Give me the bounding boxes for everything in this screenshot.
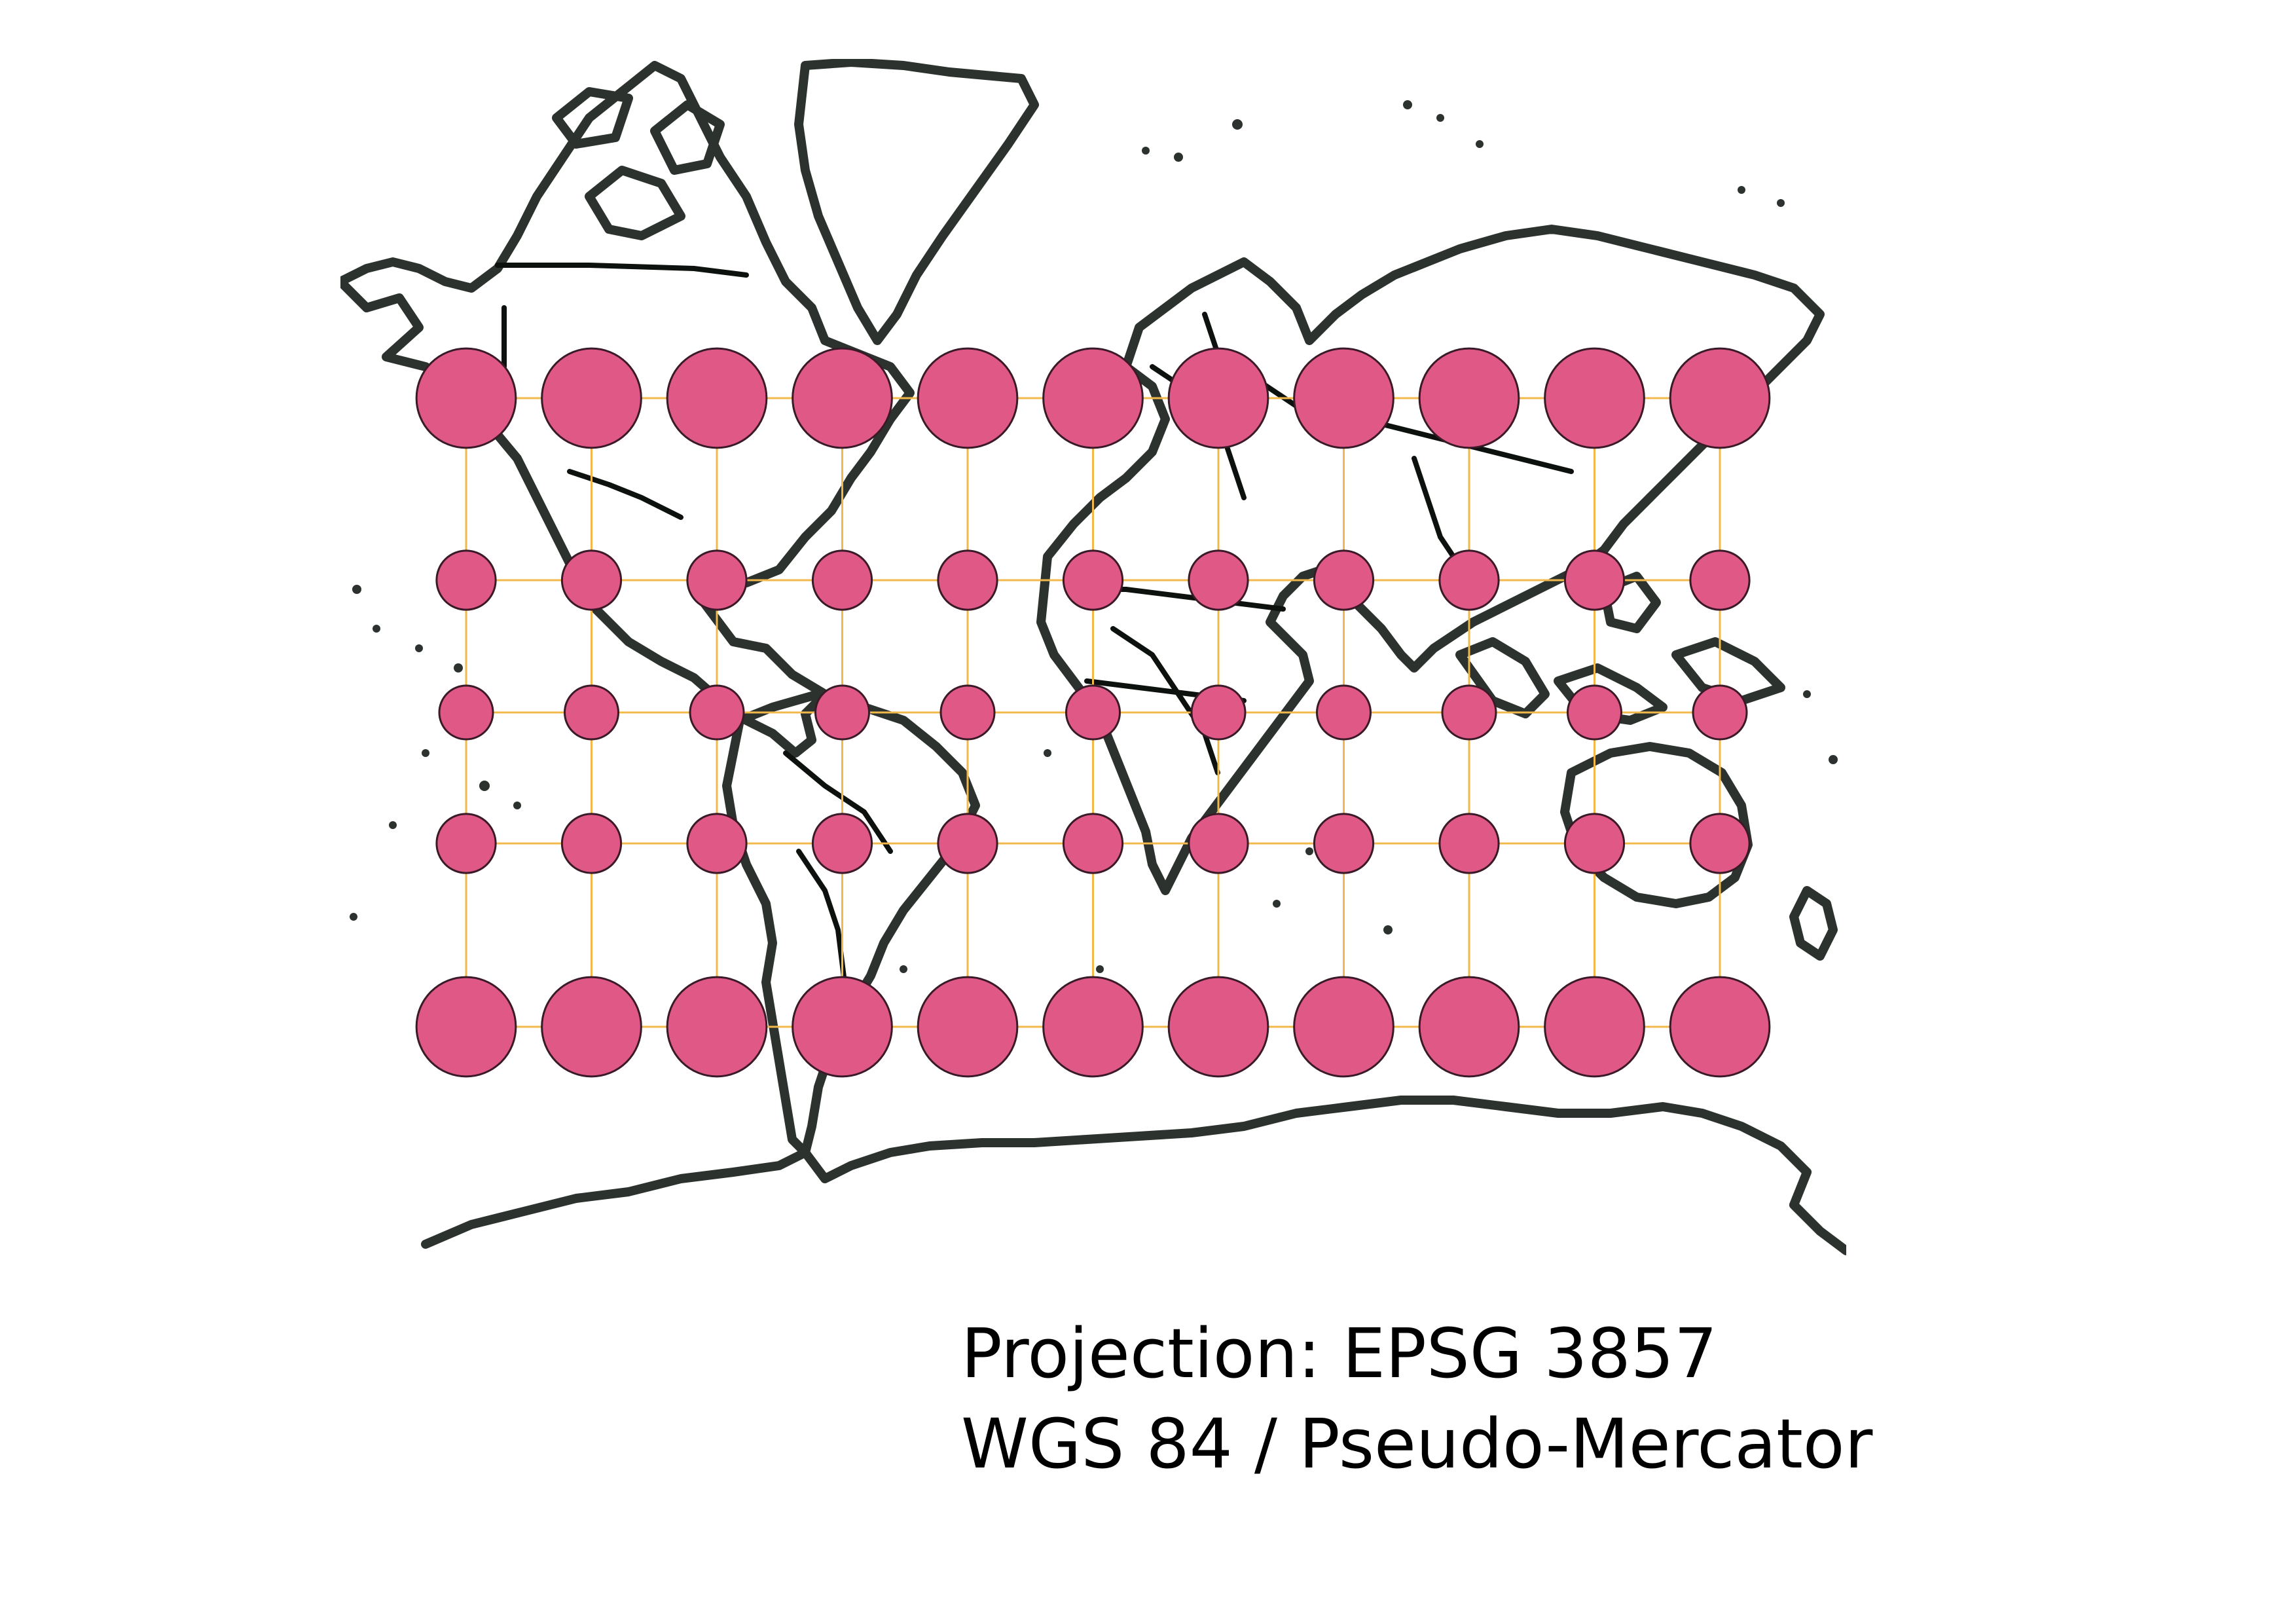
tissot-indicatrix-circle (541, 976, 642, 1078)
tissot-indicatrix-circle (1188, 813, 1249, 874)
tissot-indicatrix-circle (1692, 684, 1748, 741)
tissot-indicatrix-circle (811, 549, 873, 611)
coastline-greenland (794, 59, 1039, 345)
tissot-indicatrix-circle (1689, 813, 1751, 874)
tissot-indicatrix-circle (1544, 976, 1645, 1078)
tissot-indicatrix-circle (1316, 684, 1372, 741)
tissot-indicatrix-circle (1190, 684, 1247, 741)
tissot-indicatrix-circle (564, 684, 619, 741)
tissot-indicatrix-circle (1441, 684, 1497, 741)
tissot-indicatrix-circle (1669, 976, 1771, 1078)
tissot-indicatrix-circle (560, 549, 623, 611)
tissot-indicatrix-circle (814, 684, 870, 741)
tissot-indicatrices (415, 347, 1771, 1078)
island-dots (350, 100, 1838, 973)
tissot-indicatrix-circle (541, 347, 642, 449)
tissot-indicatrix-circle (1065, 684, 1121, 741)
tissot-indicatrix-circle (1418, 347, 1520, 449)
tissot-indicatrix-circle (917, 347, 1019, 449)
tissot-indicatrix-circle (792, 976, 893, 1078)
tissot-indicatrix-circle (1042, 347, 1144, 449)
tissot-indicatrix-circle (917, 976, 1019, 1078)
crs-name-label: WGS 84 / Pseudo-Mercator (961, 1404, 1873, 1484)
tissot-indicatrix-circle (1418, 976, 1520, 1078)
coastline-north-america (340, 61, 915, 758)
tissot-indicatrix-circle (1167, 347, 1269, 449)
tissot-indicatrix-circle (1669, 347, 1771, 449)
tissot-indicatrix-circle (1313, 813, 1375, 874)
tissot-indicatrix-circle (937, 549, 998, 611)
coastline-arctic-islands (552, 87, 725, 240)
tissot-indicatrix-circle (1293, 976, 1394, 1078)
tissot-indicatrix-circle (415, 347, 517, 449)
projection-label: Projection: EPSG 3857 (961, 1314, 1718, 1393)
coastline-south-america (722, 690, 980, 1157)
tissot-indicatrix-circle (686, 813, 748, 874)
tissot-indicatrix-circle (1438, 813, 1500, 874)
tissot-indicatrix-circle (1563, 813, 1626, 874)
tissot-indicatrix-circle (1167, 976, 1269, 1078)
tissot-indicatrix-circle (1042, 976, 1144, 1078)
country-borders (495, 263, 1574, 985)
tissot-indicatrix-circle (811, 813, 873, 874)
tissot-indicatrix-circle (666, 976, 768, 1078)
border-usa-mexico (567, 469, 683, 520)
tissot-indicatrix-circle (1544, 347, 1645, 449)
tissot-indicatrix-circle (435, 549, 497, 611)
tissot-indicatrix-circle (1313, 549, 1375, 611)
tissot-indicatrix-circle (666, 347, 768, 449)
tissot-indicatrix-circle (937, 813, 998, 874)
tissot-indicatrix-circle (1567, 684, 1622, 741)
tissot-indicatrix-circle (560, 813, 623, 874)
tissot-indicatrix-circle (939, 684, 996, 741)
coastline-antarctica (421, 1096, 1846, 1255)
coastline-new-zealand (1789, 886, 1838, 961)
tissot-indicatrix-circle (1062, 813, 1124, 874)
tissot-indicatrix-circle (1293, 347, 1394, 449)
border-canada-usa (495, 263, 749, 278)
tissot-indicatrix-circle (792, 347, 893, 449)
border-south-america-1 (783, 750, 893, 854)
tissot-indicatrix-circle (1188, 549, 1249, 611)
tissot-indicatrix-circle (438, 684, 494, 741)
tissot-indicatrix-circle (686, 549, 748, 611)
tissot-indicatrix-circle (1438, 549, 1500, 611)
tissot-indicatrix-circle (1689, 549, 1751, 611)
coastline-indonesia (1455, 572, 1785, 725)
tissot-indicatrix-circle (435, 813, 497, 874)
tissot-indicatrix-circle (1062, 549, 1124, 611)
map-caption: Projection: EPSG 3857 WGS 84 / Pseudo-Me… (961, 1308, 1872, 1489)
tissot-indicatrix-circle (1563, 549, 1626, 611)
tissot-indicatrix-circle (689, 684, 745, 741)
tissot-indicatrix-circle (415, 976, 517, 1078)
